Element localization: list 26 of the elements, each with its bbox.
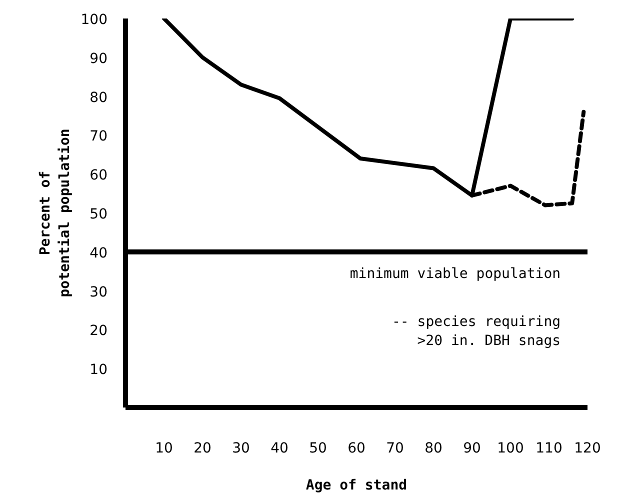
y-tick-label: 40: [90, 245, 108, 262]
y-tick-label: 30: [90, 284, 108, 300]
y-tick-label: 90: [90, 50, 108, 67]
y-tick-label: 10: [90, 362, 108, 378]
y-tick-label: 20: [90, 323, 108, 340]
x-tick-label: 60: [348, 440, 366, 456]
x-tick-label: 20: [194, 440, 212, 456]
x-tick-label: 110: [536, 440, 562, 456]
y-tick-label: 100: [80, 12, 108, 28]
x-tick-label: 80: [424, 440, 442, 456]
x-tick-label: 50: [309, 440, 327, 456]
x-tick-label: 70: [386, 440, 404, 456]
x-tick-label: 10: [155, 440, 173, 456]
y-tick-label: 60: [90, 168, 108, 184]
x-tick-label: 120: [574, 440, 601, 456]
x-tick-label: 90: [463, 440, 481, 456]
y-tick-label: 70: [90, 128, 108, 145]
annotation: -- species requiring >20 in. DBH snags: [392, 314, 561, 350]
ref-line-label: minimum viable population: [350, 266, 561, 282]
y-tick-label: 80: [90, 90, 108, 106]
x-tick-label: 100: [497, 440, 524, 456]
x-tick-label: 40: [270, 440, 288, 456]
x-tick-label: 30: [232, 440, 250, 456]
x-axis-title: Age of stand: [306, 478, 408, 494]
y-axis-title: Percent of potential population: [38, 128, 73, 298]
y-tick-label: 50: [90, 206, 108, 222]
